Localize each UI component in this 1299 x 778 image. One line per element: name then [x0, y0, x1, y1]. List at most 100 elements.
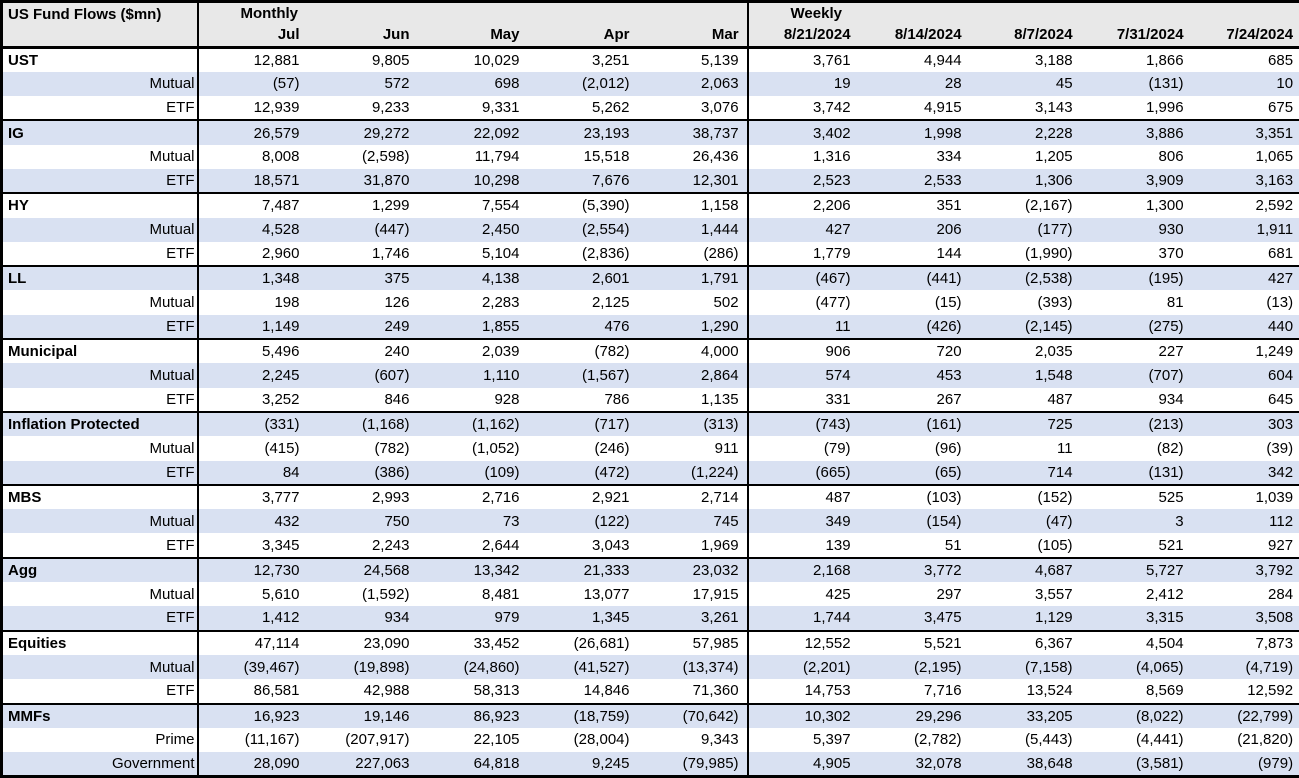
- cell-monthly: 5,139: [637, 46, 748, 72]
- cell-weekly: 5,521: [858, 629, 970, 655]
- row-label: Mutual: [1, 654, 199, 680]
- row-label: HY: [1, 192, 199, 218]
- cell-monthly: 2,921: [527, 483, 638, 510]
- cell-weekly: (4,441): [1136, 731, 1184, 749]
- cell-weekly: 2,592: [1191, 192, 1299, 218]
- cell-weekly: 1,744: [746, 606, 859, 631]
- cell-monthly: (1,592): [361, 585, 410, 603]
- cell-monthly: 1,135: [701, 390, 739, 408]
- cell-weekly: 725: [969, 410, 1081, 437]
- cell-monthly: (386): [307, 460, 418, 485]
- cell-weekly: (5,443): [1025, 731, 1073, 749]
- cell-monthly: 198: [274, 294, 300, 312]
- cell-weekly: 3,188: [969, 46, 1081, 72]
- cell-weekly: 2,206: [746, 192, 859, 218]
- table-row-hy: HY 7,487 1,299 7,554 (5,390) 1,158 2,206 351 (2,…: [1, 192, 1299, 218]
- cell-monthly: (447): [307, 217, 418, 242]
- cell-weekly: 681: [1268, 245, 1294, 263]
- cell-monthly: 16,923: [197, 702, 308, 728]
- row-label: ETF: [1, 679, 199, 704]
- col-header-7-24-2024: 7/24/2024: [1191, 23, 1299, 48]
- cell-monthly: 572: [307, 71, 418, 97]
- cell-monthly: 12,939: [253, 99, 300, 117]
- cell-weekly: 1,249: [1191, 338, 1299, 364]
- col-header-mar: Mar: [637, 23, 748, 48]
- cell-monthly: 19,146: [307, 702, 418, 728]
- cell-monthly: 28,090: [197, 752, 308, 777]
- table-row-inflation-protected-etf: ETF 84 (386) (109) (472) (1,224) (665) (65) 714(…: [1, 460, 1299, 485]
- cell-weekly: 427: [1191, 265, 1299, 291]
- cell-monthly: 2,716: [417, 483, 528, 510]
- cell-weekly: 12,552: [746, 629, 859, 655]
- cell-monthly: 10,029: [417, 46, 528, 72]
- row-label: ETF: [1, 241, 199, 267]
- cell-weekly: 51: [944, 536, 962, 554]
- cell-monthly: (472): [527, 460, 638, 485]
- cell-weekly: 11: [746, 314, 859, 340]
- row-label: LL: [1, 265, 199, 291]
- table-row-ll-etf: ETF 1,149 249 1,855 476 1,290 11 (426) (2,145) (2…: [1, 314, 1299, 340]
- table-row-inflation-protected-mutual: Mutual (415) (782) (1,052) (246) 911 (79) (96) 1…: [1, 436, 1299, 461]
- cell-monthly: (607): [307, 363, 418, 388]
- cell-monthly: (109): [417, 460, 528, 485]
- cell-monthly: 9,245: [527, 752, 638, 777]
- cell-weekly: 227: [1080, 338, 1192, 364]
- cell-weekly: 33,205: [969, 702, 1081, 728]
- cell-weekly: 28: [858, 71, 970, 97]
- cell-monthly: 846: [384, 390, 410, 408]
- cell-monthly: 4,528: [197, 217, 308, 242]
- cell-weekly: 45: [969, 71, 1081, 97]
- cell-monthly: (70,642): [637, 702, 748, 728]
- row-label: Mutual: [1, 217, 199, 242]
- row-label: Mutual: [1, 290, 199, 315]
- cell-weekly: (15): [934, 294, 962, 312]
- cell-monthly: (2,012): [527, 71, 638, 97]
- cell-weekly: (275): [1080, 314, 1192, 340]
- cell-weekly: (79): [746, 436, 859, 461]
- cell-monthly: 12,730: [197, 556, 308, 583]
- cell-weekly: (161): [858, 410, 970, 437]
- table-row-ig-etf: ETF 18,571 31,870 10,298 7,676 12,301 2,523 2,5…: [1, 168, 1299, 194]
- cell-monthly: 502: [713, 294, 739, 312]
- cell-monthly: 5,104: [481, 245, 520, 263]
- cell-monthly: 3,043: [591, 536, 630, 554]
- table-row-mbs: MBS 3,777 2,993 2,716 2,921 2,714 487 (103) (152…: [1, 483, 1299, 510]
- cell-monthly: 2,245: [197, 363, 308, 388]
- row-label: MMFs: [1, 702, 199, 728]
- cell-monthly: 2,125: [591, 294, 630, 312]
- cell-weekly: 1,866: [1080, 46, 1192, 72]
- row-label: Mutual: [1, 582, 199, 607]
- cell-weekly: 1,316: [746, 144, 859, 169]
- cell-monthly: 1,746: [371, 245, 410, 263]
- cell-weekly: 3,742: [746, 96, 859, 121]
- cell-monthly: 8,008: [261, 148, 300, 166]
- cell-monthly: 1,444: [637, 217, 748, 242]
- cell-monthly: (19,898): [307, 654, 418, 680]
- cell-weekly: 139: [746, 533, 859, 558]
- col-header-jul: Jul: [197, 23, 308, 48]
- col-header-8-21-2024: 8/21/2024: [746, 23, 859, 48]
- cell-monthly: (782): [527, 338, 638, 364]
- cell-weekly: 370: [1158, 245, 1184, 263]
- row-label: ETF: [1, 314, 199, 340]
- cell-monthly: 86,923: [417, 702, 528, 728]
- cell-weekly: 604: [1191, 363, 1299, 388]
- table-row-mmfs-government: Government 28,090 227,063 64,818 9,245 (79,98…: [1, 752, 1299, 777]
- cell-monthly: (24,860): [417, 654, 528, 680]
- cell-monthly: (2,836): [581, 245, 630, 263]
- section-weekly-label: Weekly: [746, 1, 1299, 24]
- cell-weekly: 4,944: [858, 46, 970, 72]
- cell-weekly: (22,799): [1191, 702, 1299, 728]
- cell-monthly: 86,581: [253, 682, 300, 700]
- cell-monthly: 24,568: [307, 556, 418, 583]
- cell-monthly: 7,676: [527, 168, 638, 194]
- cell-monthly: 1,791: [637, 265, 748, 291]
- cell-weekly: 13,524: [1026, 682, 1073, 700]
- cell-weekly: 2,533: [858, 168, 970, 194]
- cell-monthly: (11,167): [244, 731, 300, 749]
- cell-monthly: 23,090: [307, 629, 418, 655]
- cell-weekly: 453: [858, 363, 970, 388]
- cell-monthly: (39,467): [197, 654, 308, 680]
- cell-weekly: 1,129: [969, 606, 1081, 631]
- cell-monthly: 1,299: [307, 192, 418, 218]
